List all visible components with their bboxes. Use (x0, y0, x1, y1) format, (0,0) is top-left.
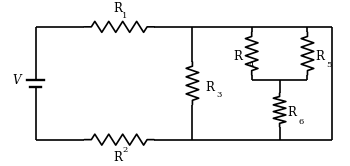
Text: R: R (287, 106, 296, 120)
Text: R: R (315, 50, 324, 63)
Text: 3: 3 (217, 91, 222, 99)
Text: R: R (113, 151, 122, 164)
Text: 1: 1 (122, 12, 128, 20)
Text: R: R (206, 81, 215, 94)
Text: 6: 6 (299, 118, 304, 125)
Text: V: V (12, 74, 21, 87)
Text: R: R (113, 2, 122, 15)
Text: 5: 5 (326, 61, 332, 69)
Text: 4: 4 (248, 61, 254, 69)
Text: R: R (233, 50, 242, 63)
Text: 2: 2 (122, 146, 128, 154)
